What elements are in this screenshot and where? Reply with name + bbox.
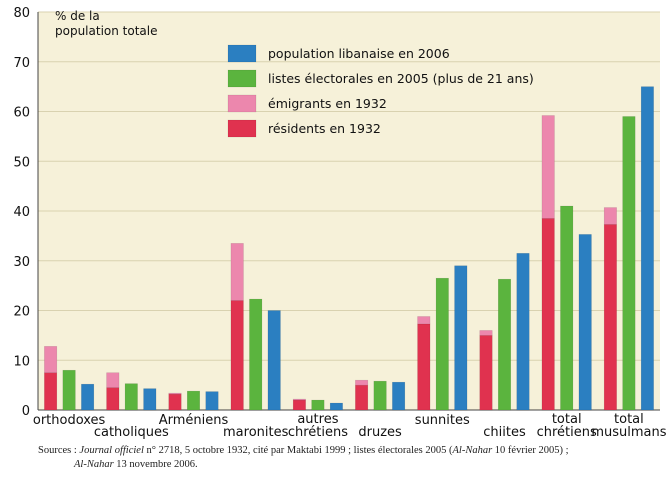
bar-emigrants-1932: [106, 372, 120, 388]
bar-electoral-lists-2005: [560, 205, 574, 411]
sources-text: Al-Nahar: [74, 459, 114, 470]
x-category-label: chiites: [483, 425, 526, 440]
bar-residents-1932: [417, 323, 431, 411]
bar-residents-1932: [292, 399, 306, 411]
y-tick-label: 70: [13, 56, 30, 71]
x-category-label: chrétiens: [537, 425, 597, 440]
bar-residents-1932: [603, 224, 617, 411]
bar-electoral-lists-2005: [498, 278, 511, 411]
bar-residents-1932: [106, 387, 120, 411]
bar-residents-1932: [44, 372, 58, 411]
bar-emigrants-1932: [479, 330, 493, 336]
y-tick-label: 30: [13, 255, 30, 270]
bar-population-2006: [578, 234, 592, 411]
x-category-label: total: [552, 412, 582, 427]
bars: [44, 86, 654, 411]
bar-residents-1932: [479, 335, 493, 411]
bar-population-2006: [329, 402, 343, 411]
bar-emigrants-1932: [44, 346, 58, 373]
y-axis-title-line1: % de la: [55, 9, 100, 23]
x-category-label: total: [614, 412, 644, 427]
sources-text: Al-Nahar: [452, 445, 493, 456]
bar-population-2006: [81, 383, 95, 411]
bar-residents-1932: [355, 384, 369, 411]
bar-electoral-lists-2005: [373, 380, 387, 411]
y-tick-label: 10: [13, 354, 30, 369]
sources-text: 13 novembre 2006.: [113, 459, 198, 470]
y-tick-label: 80: [13, 6, 30, 21]
bar-population-2006: [516, 253, 530, 411]
bar-chart: 0 10 20 30 40 50 60 70 80 % de la population tot…: [13, 6, 666, 440]
bar-population-2006: [143, 388, 157, 411]
bar-electoral-lists-2005: [622, 116, 636, 411]
bar-electoral-lists-2005: [249, 298, 263, 411]
bar-electoral-lists-2005: [124, 383, 138, 411]
bar-electoral-lists-2005: [311, 399, 325, 411]
x-category-label: chrétiens: [288, 425, 348, 440]
x-category-label: orthodoxes: [33, 413, 106, 428]
bar-emigrants-1932: [292, 398, 306, 401]
legend-label: listes électorales en 2005 (plus de 21 a…: [268, 71, 534, 86]
x-category-label: sunnites: [415, 413, 470, 428]
legend-swatch: [227, 119, 257, 138]
bar-emigrants-1932: [417, 316, 431, 325]
legend-swatch: [227, 44, 257, 63]
bar-population-2006: [640, 86, 654, 411]
x-category-label: musulmans: [591, 425, 666, 440]
y-axis-title-line2: population totale: [55, 24, 158, 38]
x-category-label: catholiques: [94, 425, 169, 440]
sources-text: Sources :: [38, 445, 80, 456]
bar-residents-1932: [168, 393, 182, 411]
legend-label: émigrants en 1932: [268, 96, 387, 111]
bar-emigrants-1932: [603, 207, 617, 225]
bar-emigrants-1932: [355, 379, 369, 386]
bar-electoral-lists-2005: [62, 369, 76, 411]
sources-text: n° 2718, 5 octobre 1932, cité par Maktab…: [143, 445, 453, 456]
legend-swatch: [227, 69, 257, 88]
x-category-label: maronites: [223, 425, 289, 440]
y-axis: 0 10 20 30 40 50 60 70 80: [13, 6, 39, 419]
sources-text: 10 février 2005) ;: [492, 445, 569, 456]
legend-swatch: [227, 94, 257, 113]
legend-label: résidents en 1932: [268, 121, 381, 136]
bar-population-2006: [454, 265, 468, 411]
bar-residents-1932: [230, 300, 244, 411]
bar-residents-1932: [541, 218, 555, 411]
bar-electoral-lists-2005: [435, 277, 449, 411]
bar-population-2006: [392, 381, 406, 411]
bar-emigrants-1932: [541, 115, 555, 219]
bar-population-2006: [205, 391, 219, 411]
x-category-label: autres: [297, 412, 338, 427]
bar-electoral-lists-2005: [187, 390, 200, 411]
y-tick-label: 40: [13, 205, 30, 220]
sources-note: Sources : Journal officiel n° 2718, 5 oc…: [38, 444, 658, 472]
bar-emigrants-1932: [230, 243, 244, 301]
bar-population-2006: [267, 310, 281, 411]
y-tick-label: 60: [13, 106, 30, 121]
legend: population libanaise en 2006 listes élect…: [227, 44, 534, 138]
x-category-label: Arméniens: [159, 413, 229, 428]
x-category-label: druzes: [358, 425, 402, 440]
y-tick-label: 20: [13, 305, 30, 320]
legend-label: population libanaise en 2006: [268, 46, 450, 61]
y-tick-label: 0: [22, 404, 30, 419]
y-tick-label: 50: [13, 155, 30, 170]
sources-text: Journal officiel: [79, 445, 144, 456]
bar-emigrants-1932: [168, 392, 182, 395]
gridlines: [38, 11, 660, 411]
